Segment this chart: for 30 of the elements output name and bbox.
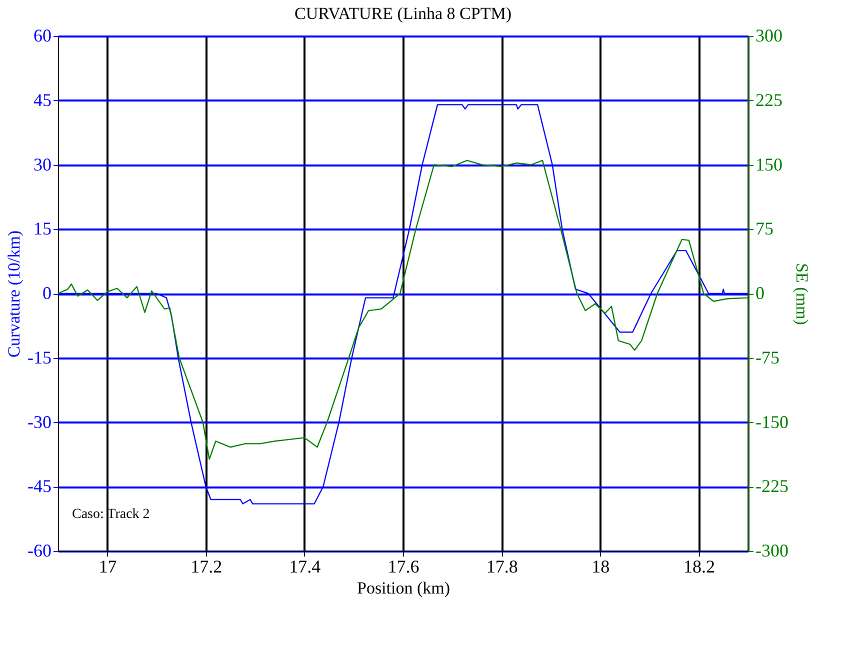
- y2-tick-label: 225: [756, 90, 782, 110]
- y-tick-label: -15: [28, 347, 52, 368]
- y-tick-label: -45: [28, 476, 52, 496]
- x-tick-label: 18.2: [683, 556, 715, 576]
- y2-tick-label: -150: [756, 412, 788, 432]
- y2-axis-title: SE (mm): [792, 263, 812, 325]
- y-tick-label: -60: [28, 540, 52, 560]
- chart-title: CURVATURE (Linha 8 CPTM): [294, 4, 512, 23]
- annotation: Caso: Track 2: [72, 507, 150, 522]
- x-tick-label: 18: [592, 556, 610, 576]
- y-axis-title: Curvature (10/km): [4, 230, 24, 358]
- y2-tick-label: -225: [756, 476, 788, 496]
- y2-tick-label: -300: [756, 540, 788, 560]
- y2-tick-label: 300: [756, 26, 782, 46]
- y-tick-label: 60: [34, 26, 52, 46]
- y-tick-label: 15: [34, 218, 52, 239]
- y-tick-label: 45: [34, 90, 52, 110]
- y2-tick-label: 0: [756, 283, 764, 303]
- x-axis-title: Position (km): [356, 578, 450, 598]
- y-tick-label: 0: [42, 283, 52, 303]
- x-tick-label: 17.2: [190, 556, 222, 576]
- y-tick-label: -30: [28, 412, 52, 432]
- y2-tick-label: -75: [756, 347, 780, 368]
- x-tick-label: 17.8: [486, 556, 518, 576]
- y2-tick-label: 75: [756, 218, 774, 239]
- x-tick-label: 17.6: [388, 556, 420, 576]
- y-tick-label: 30: [34, 154, 52, 174]
- x-tick-label: 17.4: [289, 556, 321, 576]
- y2-tick-label: 150: [756, 154, 782, 174]
- x-tick-label: 17: [98, 556, 117, 576]
